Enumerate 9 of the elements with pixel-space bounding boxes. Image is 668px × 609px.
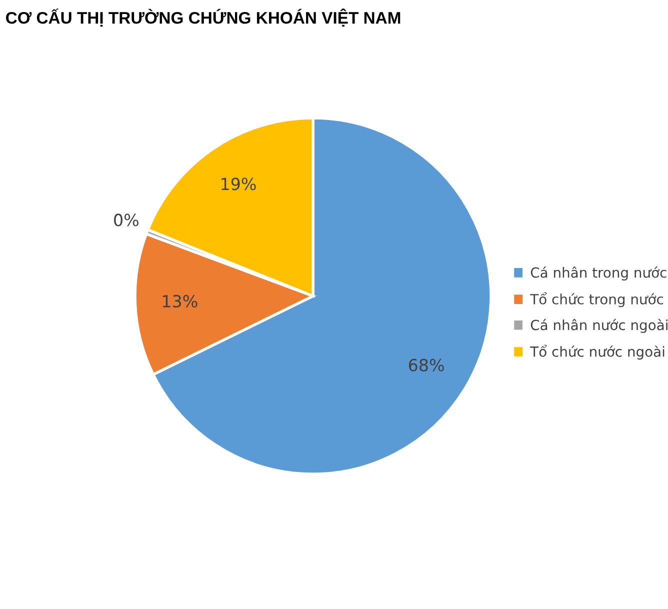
data-label: 13% [162, 294, 198, 308]
data-label: 19% [222, 178, 256, 190]
legend-label: Tổ chức nước ngoài [530, 344, 664, 360]
chart-title: CƠ CẤU THỊ TRƯỜNG CHỨNG KHOÁN VIỆT NAM [6, 8, 400, 27]
legend-label: Cá nhân nước ngoài [530, 318, 668, 333]
data-label: 0% [114, 214, 138, 226]
data-label: 68% [408, 358, 444, 372]
legend-label: Cá nhân trong nước [530, 266, 666, 280]
legend-label: Tổ chức trong nước [530, 292, 664, 308]
